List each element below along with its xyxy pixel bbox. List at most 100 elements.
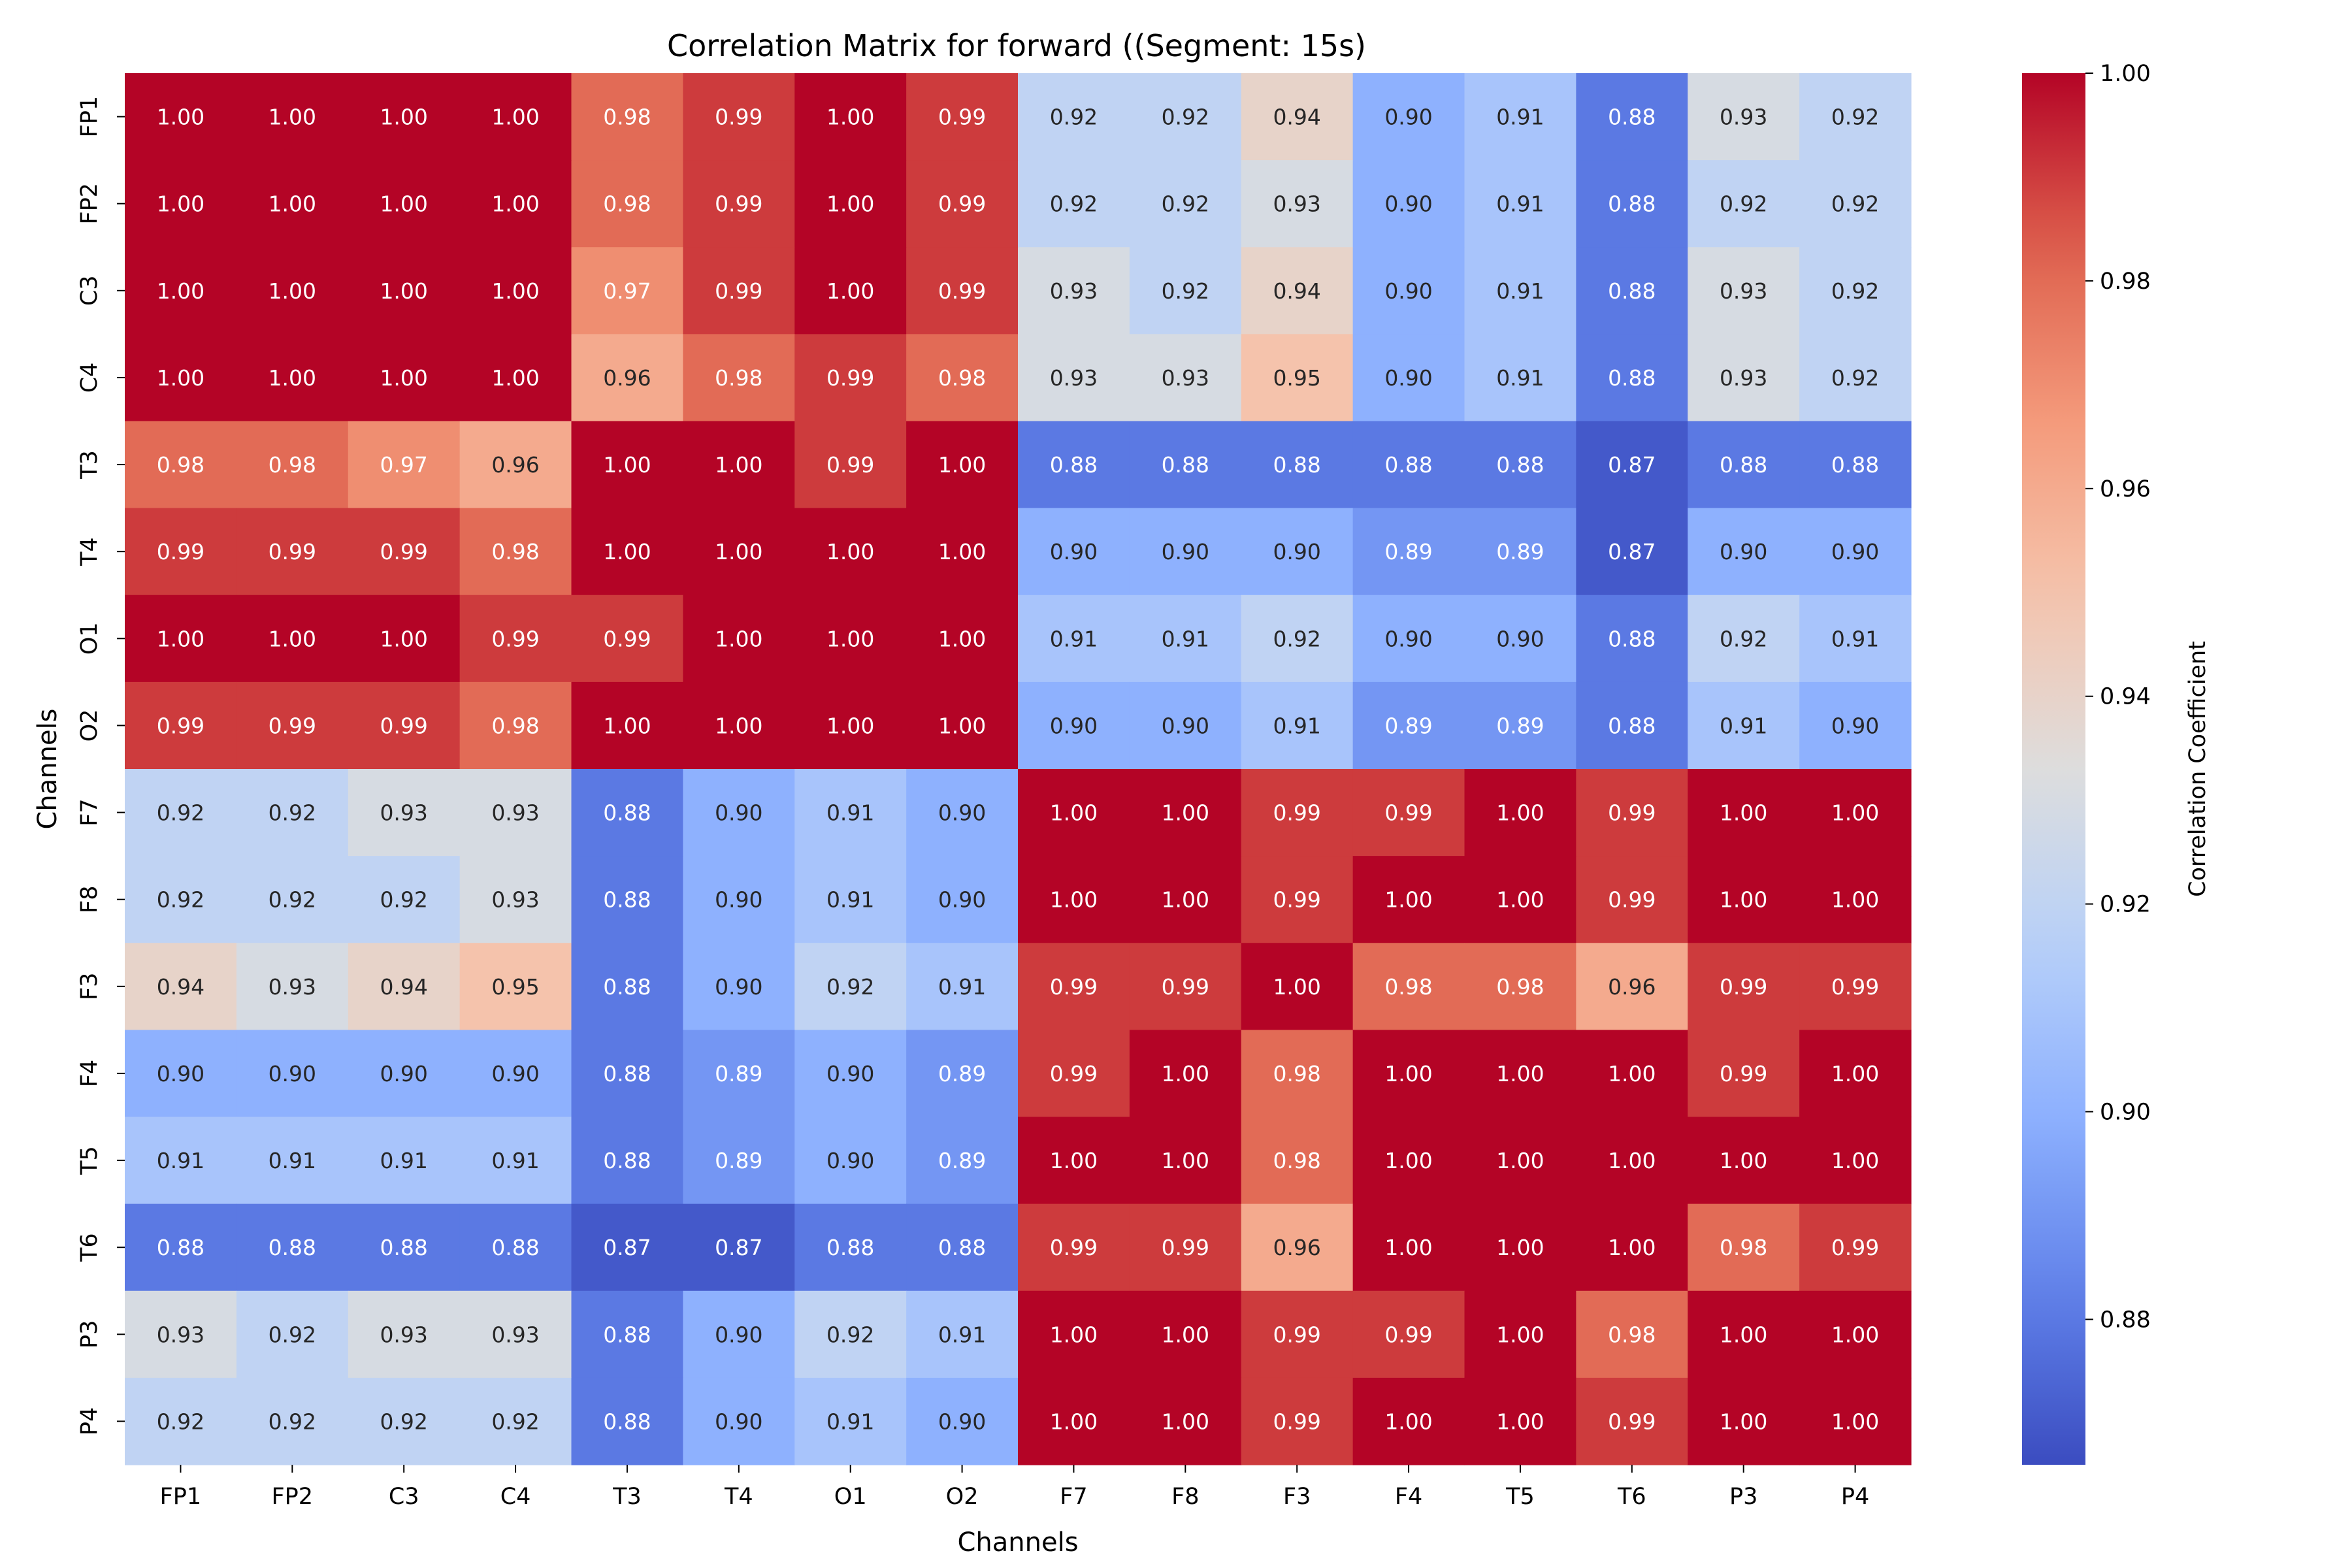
heatmap-cell (459, 681, 572, 770)
cell-value-label: 1.00 (1384, 887, 1432, 913)
x-tick-label: C3 (389, 1484, 419, 1510)
heatmap-cell (794, 508, 907, 596)
cell-value-label: 1.00 (1496, 1322, 1544, 1347)
heatmap-cell (906, 1203, 1019, 1292)
heatmap-cell (1464, 856, 1576, 943)
cell-value-label: 1.00 (1384, 1235, 1432, 1260)
heatmap-cell (1241, 943, 1354, 1030)
cell-value-label: 1.00 (157, 278, 204, 304)
heatmap-cell (1576, 769, 1688, 857)
cell-value-label: 0.99 (826, 365, 874, 391)
cell-value-label: 0.92 (491, 1409, 539, 1434)
heatmap-cell (125, 1030, 237, 1118)
heatmap-cell (571, 1377, 683, 1465)
y-tick-label: O1 (76, 622, 103, 655)
cell-value-label: 0.99 (826, 452, 874, 478)
heatmap-cell (236, 943, 349, 1030)
cell-value-label: 0.88 (1273, 452, 1320, 478)
cell-value-label: 0.92 (1050, 191, 1098, 217)
cell-value-label: 0.99 (1608, 800, 1656, 826)
heatmap-cell (906, 943, 1019, 1030)
cell-value-label: 1.00 (826, 191, 874, 217)
cell-value-label: 0.92 (1050, 105, 1098, 130)
cell-value-label: 0.92 (1831, 191, 1879, 217)
heatmap-cell (1688, 1203, 1800, 1292)
cell-value-label: 0.90 (715, 974, 762, 1000)
cell-value-label: 0.97 (380, 452, 427, 478)
heatmap-cells: 1.00 1.00 1.00 1.00 0.98 0.99 1.00 0.99 0.92 0.92… (125, 73, 1912, 1465)
heatmap-cell (794, 1203, 907, 1292)
heatmap-cell (459, 1377, 572, 1465)
heatmap-cell (1352, 595, 1465, 683)
cell-value-label: 0.92 (269, 887, 316, 913)
colorbar-tick-label: 0.88 (2100, 1307, 2151, 1333)
cell-value-label: 1.00 (1608, 1148, 1656, 1173)
cell-value-label: 1.00 (1384, 1061, 1432, 1086)
cell-value-label: 0.99 (1273, 1409, 1320, 1434)
heatmap-cell (459, 856, 572, 943)
heatmap-cell (571, 508, 683, 596)
cell-value-label: 1.00 (1384, 1148, 1432, 1173)
cell-value-label: 0.98 (938, 365, 986, 391)
heatmap-cell (1018, 943, 1130, 1030)
heatmap-cell (1018, 1117, 1130, 1205)
heatmap-cell (348, 769, 461, 857)
cell-value-label: 0.90 (715, 1322, 762, 1347)
cell-value-label: 0.90 (491, 1061, 539, 1086)
cell-value-label: 0.92 (1162, 191, 1209, 217)
cell-value-label: 0.91 (1496, 365, 1544, 391)
cell-value-label: 0.91 (1162, 626, 1209, 651)
cell-value-label: 0.93 (491, 800, 539, 826)
heatmap-cell (794, 943, 907, 1030)
heatmap-cell (348, 681, 461, 770)
heatmap-cell (125, 1377, 237, 1465)
heatmap-cell (125, 160, 237, 248)
heatmap-cell (683, 1290, 795, 1379)
heatmap-cell (125, 1290, 237, 1379)
cell-value-label: 0.87 (1608, 452, 1656, 478)
cell-value-label: 0.89 (715, 1061, 762, 1086)
heatmap-cell (1018, 421, 1130, 509)
heatmap-cell (459, 769, 572, 857)
heatmap-cell (906, 508, 1019, 596)
cell-value-label: 0.99 (1050, 1235, 1098, 1260)
heatmap-cell (794, 1117, 907, 1205)
heatmap-cell (1018, 681, 1130, 770)
cell-value-label: 0.92 (380, 1409, 427, 1434)
y-tick-label: P4 (76, 1407, 103, 1435)
heatmap-cell (1576, 1290, 1688, 1379)
cell-value-label: 0.99 (938, 105, 986, 130)
cell-value-label: 1.00 (1384, 1409, 1432, 1434)
heatmap-cell (236, 856, 349, 943)
heatmap-cell (1018, 73, 1130, 161)
cell-value-label: 0.96 (1608, 974, 1656, 1000)
colorbar-tick-label: 0.98 (2100, 269, 2151, 295)
heatmap-cell (125, 769, 237, 857)
cell-value-label: 0.88 (603, 1322, 651, 1347)
cell-value-label: 0.95 (1273, 365, 1320, 391)
heatmap-cell (794, 73, 907, 161)
cell-value-label: 0.93 (380, 800, 427, 826)
heatmap-cell (459, 1030, 572, 1118)
heatmap-cell (571, 160, 683, 248)
cell-value-label: 0.99 (1831, 974, 1879, 1000)
cell-value-label: 1.00 (1050, 1322, 1098, 1347)
heatmap-cell (1129, 160, 1242, 248)
cell-value-label: 0.91 (826, 1409, 874, 1434)
heatmap-cell (683, 508, 795, 596)
cell-value-label: 0.93 (1050, 278, 1098, 304)
heatmap-cell (571, 681, 683, 770)
cell-value-label: 0.88 (603, 1409, 651, 1434)
heatmap-cell (683, 943, 795, 1030)
colorbar-tick-label: 0.94 (2100, 684, 2151, 710)
heatmap-cell (1352, 334, 1465, 422)
heatmap-cell (571, 247, 683, 335)
heatmap-cell (1129, 334, 1242, 422)
heatmap-cell (794, 856, 907, 943)
cell-value-label: 0.89 (1384, 713, 1432, 738)
y-tick-label: T5 (76, 1146, 103, 1175)
heatmap-cell (1352, 1030, 1465, 1118)
cell-value-label: 0.90 (826, 1061, 874, 1086)
cell-value-label: 1.00 (491, 365, 539, 391)
x-tick-label: F3 (1283, 1484, 1311, 1510)
